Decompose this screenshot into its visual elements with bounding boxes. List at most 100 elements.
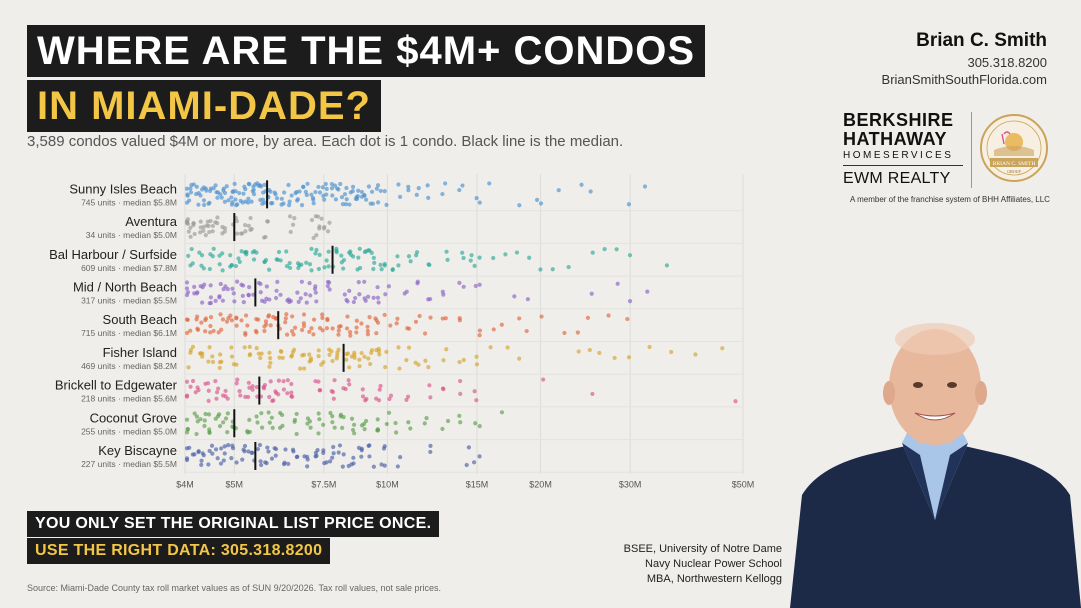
condo-dot: [243, 199, 248, 204]
condo-dot: [215, 195, 220, 200]
condo-dot: [264, 296, 269, 301]
condo-dot: [348, 333, 353, 338]
condo-dot: [538, 201, 544, 206]
condo-dot: [262, 200, 267, 205]
condo-dot: [218, 192, 223, 197]
condo-dot: [693, 352, 698, 357]
condo-dot: [196, 449, 201, 455]
condo-dot: [364, 249, 369, 254]
brand-divider: [843, 165, 963, 166]
condo-dot: [345, 351, 350, 356]
condo-dot: [291, 332, 296, 337]
condo-dot: [220, 298, 225, 303]
condo-dot: [606, 313, 611, 318]
condo-dot: [208, 295, 213, 300]
condo-dot: [202, 418, 207, 423]
condo-dot: [234, 231, 240, 236]
condo-dot: [550, 267, 555, 272]
condo-dot: [423, 358, 428, 363]
condo-dot: [290, 314, 295, 319]
condo-dot: [242, 250, 248, 255]
condo-dot: [246, 380, 251, 385]
condo-dot: [289, 353, 295, 358]
condo-dot: [359, 350, 364, 356]
condo-dot: [332, 378, 337, 383]
condo-dot: [296, 299, 301, 304]
condo-dot: [343, 202, 349, 207]
condo-dot: [220, 251, 225, 256]
condo-dot: [308, 425, 313, 430]
condo-dot: [263, 234, 268, 240]
condo-dot: [256, 280, 262, 286]
condo-dot: [309, 246, 314, 251]
condo-dot: [313, 450, 319, 455]
condo-dot: [383, 365, 388, 370]
condo-dot: [238, 198, 243, 203]
condo-dot: [324, 460, 329, 465]
condo-dot: [295, 290, 300, 295]
condo-dot: [298, 366, 303, 371]
condo-dot: [477, 255, 482, 260]
condo-dot: [215, 456, 220, 461]
condo-dot: [218, 461, 224, 466]
condo-dot: [375, 417, 380, 422]
condo-dot: [317, 252, 322, 257]
condo-dot: [286, 461, 291, 466]
condo-dot: [198, 284, 203, 289]
condo-dot: [267, 350, 272, 355]
condo-dot: [357, 292, 362, 297]
area-name-label: Fisher Island: [103, 345, 177, 360]
condo-dot: [201, 198, 207, 203]
condo-dot: [292, 419, 297, 424]
condo-dot: [441, 358, 446, 363]
condo-dot: [371, 255, 376, 260]
condo-dot: [360, 394, 366, 399]
condo-dot: [257, 442, 263, 448]
condo-dot: [377, 352, 382, 357]
condo-dot: [190, 452, 195, 457]
title-line-1: WHERE ARE THE $4M+ CONDOS: [27, 25, 706, 77]
condo-dot: [199, 187, 205, 192]
condo-dot: [317, 190, 323, 195]
condo-dot: [414, 192, 419, 197]
area-stats-label: 34 units · median $5.0M: [86, 230, 177, 240]
condo-dot: [344, 357, 349, 362]
credential-1: BSEE, University of Notre Dame: [623, 543, 782, 555]
condo-dot: [330, 193, 335, 198]
condo-dot: [440, 316, 445, 321]
condo-dot: [298, 296, 303, 301]
condo-dot: [340, 202, 345, 207]
condo-dot: [195, 326, 200, 331]
condo-dot: [316, 431, 321, 436]
condo-dot: [284, 264, 290, 269]
condo-dot: [324, 258, 329, 263]
condo-dot: [184, 186, 190, 191]
condo-dot: [184, 330, 190, 336]
condo-dot: [266, 449, 271, 454]
condo-dot: [225, 287, 230, 292]
condo-dot: [276, 249, 282, 255]
condo-dot: [213, 416, 218, 421]
condo-dot: [330, 414, 335, 419]
condo-dot: [575, 330, 580, 335]
condo-dot: [204, 188, 209, 193]
condo-dot: [458, 391, 463, 396]
condo-dot: [566, 264, 571, 270]
condo-dot: [327, 347, 332, 352]
condo-dot: [254, 385, 259, 390]
condo-dot: [338, 181, 343, 187]
condo-dot: [370, 201, 376, 206]
condo-dot: [378, 262, 383, 267]
condo-dot: [324, 192, 329, 197]
condo-dot: [206, 462, 211, 467]
condo-dot: [602, 246, 607, 252]
condo-dot: [207, 345, 212, 350]
condo-dot: [461, 357, 466, 363]
condo-dot: [266, 313, 272, 318]
condo-dot: [292, 216, 297, 221]
condo-dot: [460, 183, 465, 188]
condo-dot: [335, 353, 340, 358]
condo-dot: [386, 410, 392, 415]
logo-divider: [971, 112, 972, 188]
condo-dot: [350, 427, 356, 433]
